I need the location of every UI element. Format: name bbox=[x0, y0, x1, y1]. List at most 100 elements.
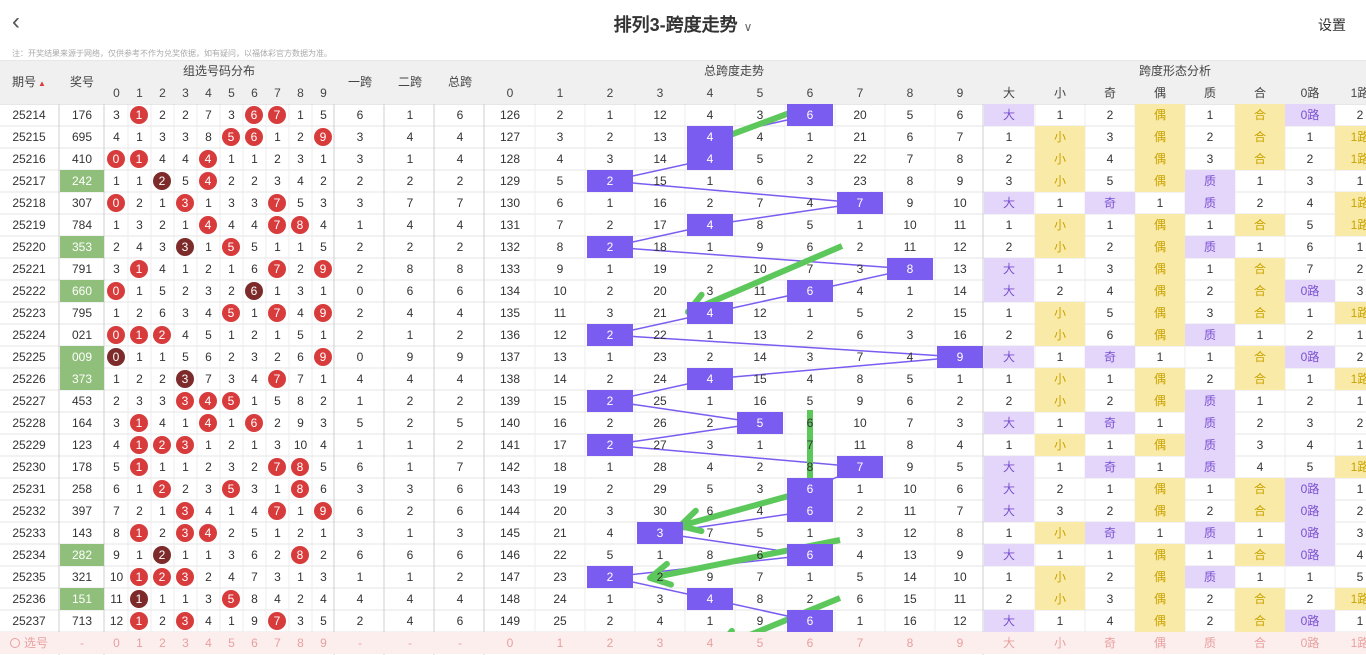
pick-dist-digit[interactable]: 2 bbox=[159, 636, 166, 650]
pick-shape[interactable]: 大 bbox=[1002, 636, 1015, 650]
pick-shape[interactable]: 1路 bbox=[1350, 636, 1366, 650]
pick-shape[interactable]: 偶 bbox=[1153, 636, 1166, 650]
total-span-cell: 7 bbox=[456, 460, 464, 474]
pick-trend-digit[interactable]: 3 bbox=[656, 636, 664, 650]
total-span-cell: 2 bbox=[456, 394, 464, 408]
dist-cell: 2 bbox=[182, 482, 189, 496]
dist-cell: 3 bbox=[159, 240, 166, 254]
trend-cell: 1 bbox=[656, 548, 664, 562]
pick-trend-digit[interactable]: 8 bbox=[906, 636, 914, 650]
pick-dist-digit[interactable]: 7 bbox=[274, 636, 281, 650]
col-span2-header: 二跨 bbox=[385, 61, 435, 104]
chevron-down-icon[interactable]: ∨ bbox=[743, 20, 753, 34]
dist-cell: 1 bbox=[228, 262, 235, 276]
pick-label[interactable]: 选号 bbox=[0, 632, 58, 654]
shape-tag: 小 bbox=[1035, 170, 1085, 192]
pick-shape[interactable]: 奇 bbox=[1103, 636, 1116, 650]
total-span-cell: 3 bbox=[456, 526, 464, 540]
radio-icon[interactable] bbox=[9, 638, 20, 648]
dist-ball: 3 bbox=[176, 392, 194, 410]
pick-dist-digit[interactable]: 5 bbox=[228, 636, 235, 650]
shape-tag: 小 bbox=[1035, 368, 1085, 390]
dist-cell: 4 bbox=[228, 570, 235, 584]
trend-cell: 139 bbox=[499, 394, 521, 408]
shape-cell: 1 bbox=[1056, 460, 1064, 474]
trend-cell: 1 bbox=[906, 284, 914, 298]
dist-cell: 3 bbox=[320, 416, 327, 430]
shape-cell: 1 bbox=[1156, 526, 1164, 540]
disclaimer-note: 注：开奖结果来源于网络，仅供参考不作为兑奖依据，如有疑问，以福体彩官方数据为准。 bbox=[12, 49, 332, 58]
shape-tag: 偶 bbox=[1135, 214, 1185, 236]
shape-col-header: 质 bbox=[1185, 82, 1235, 104]
span1-cell: 1 bbox=[356, 218, 364, 232]
pick-shape[interactable]: 合 bbox=[1253, 636, 1266, 650]
pick-dist-digit[interactable]: 0 bbox=[113, 636, 120, 650]
trend-cell: 23 bbox=[653, 350, 667, 364]
dist-cell: 6 bbox=[251, 262, 258, 276]
pick-dist-digit[interactable]: 4 bbox=[205, 636, 212, 650]
trend-cell: 2 bbox=[606, 372, 614, 386]
dist-cell: 2 bbox=[228, 174, 235, 188]
col-issue-header[interactable]: 期号 ▲ bbox=[0, 61, 58, 104]
pick-trend-digit[interactable]: 5 bbox=[756, 636, 764, 650]
chevron-left-icon[interactable]: ‹ bbox=[12, 8, 20, 35]
pick-dist-digit[interactable]: 9 bbox=[320, 636, 327, 650]
pick-trend-digit[interactable]: 9 bbox=[956, 636, 964, 650]
trend-cell: 6 bbox=[856, 592, 864, 606]
pick-trend-digit[interactable]: 2 bbox=[606, 636, 614, 650]
pick-trend-digit[interactable]: 4 bbox=[706, 636, 714, 650]
pick-dist-digit[interactable]: 8 bbox=[297, 636, 304, 650]
shape-tag: 大 bbox=[984, 192, 1034, 214]
dist-cell: 3 bbox=[113, 416, 120, 430]
dist-cell: 3 bbox=[159, 130, 166, 144]
trend-cell: 6 bbox=[556, 196, 564, 210]
shape-tag: 质 bbox=[1185, 170, 1235, 192]
trend-cell: 12 bbox=[553, 328, 567, 342]
prize-cell: 795 bbox=[71, 306, 93, 320]
prize-cell: 258 bbox=[71, 482, 93, 496]
prize-cell: 791 bbox=[71, 262, 93, 276]
trend-cell: 13 bbox=[953, 262, 967, 276]
shape-tag: 偶 bbox=[1135, 434, 1185, 456]
trend-cell: 1 bbox=[606, 196, 614, 210]
dist-cell: 1 bbox=[182, 592, 189, 606]
shape-tag: 合 bbox=[1235, 258, 1285, 280]
dist-cell: 3 bbox=[228, 460, 235, 474]
page-title[interactable]: 排列3-跨度走势 ∨ bbox=[0, 11, 1366, 37]
trend-cell: 4 bbox=[706, 108, 714, 122]
pick-label-text: 选号 bbox=[23, 636, 48, 650]
span1-cell: 3 bbox=[356, 130, 364, 144]
span2-cell: 9 bbox=[406, 350, 414, 364]
pick-shape[interactable]: 小 bbox=[1053, 636, 1066, 650]
pick-shape[interactable]: 质 bbox=[1203, 636, 1216, 650]
pick-trend-digit[interactable]: 0 bbox=[506, 636, 514, 650]
prize-cell: 282 bbox=[60, 544, 104, 566]
dist-ball: 1 bbox=[130, 106, 148, 124]
trend-hit-box: 2 bbox=[587, 566, 633, 588]
trend-hit-box: 4 bbox=[687, 588, 733, 610]
pick-trend-digit[interactable]: 7 bbox=[856, 636, 864, 650]
dist-digit-header: 0 bbox=[105, 82, 128, 104]
dist-cell: 9 bbox=[297, 416, 304, 430]
shape-cell: 1 bbox=[1056, 350, 1064, 364]
pick-trend-digit[interactable]: 6 bbox=[806, 636, 814, 650]
sort-icon[interactable]: ▲ bbox=[38, 79, 46, 88]
pick-dist-digit[interactable]: 3 bbox=[182, 636, 189, 650]
dist-cell: 7 bbox=[251, 570, 258, 584]
trend-hit-box: 2 bbox=[587, 324, 633, 346]
pick-shape[interactable]: 0路 bbox=[1300, 636, 1320, 650]
prize-cell: 151 bbox=[60, 588, 104, 610]
issue-cell: 25225 bbox=[12, 350, 46, 364]
pick-dist-digit[interactable]: 1 bbox=[136, 636, 143, 650]
dist-cell: 4 bbox=[274, 592, 281, 606]
pick-trend-digit[interactable]: 1 bbox=[556, 636, 564, 650]
shape-tag: 合 bbox=[1235, 126, 1285, 148]
shape-tag: 大 bbox=[984, 280, 1034, 302]
trend-cell: 16 bbox=[653, 196, 667, 210]
arrowhead-icon bbox=[677, 507, 705, 535]
shape-col-header: 奇 bbox=[1085, 82, 1135, 104]
shape-tag: 大 bbox=[984, 104, 1034, 126]
shape-cell: 1 bbox=[1106, 438, 1114, 452]
pick-dist-digit[interactable]: 6 bbox=[251, 636, 258, 650]
settings-button[interactable]: 设置 bbox=[1318, 17, 1346, 33]
